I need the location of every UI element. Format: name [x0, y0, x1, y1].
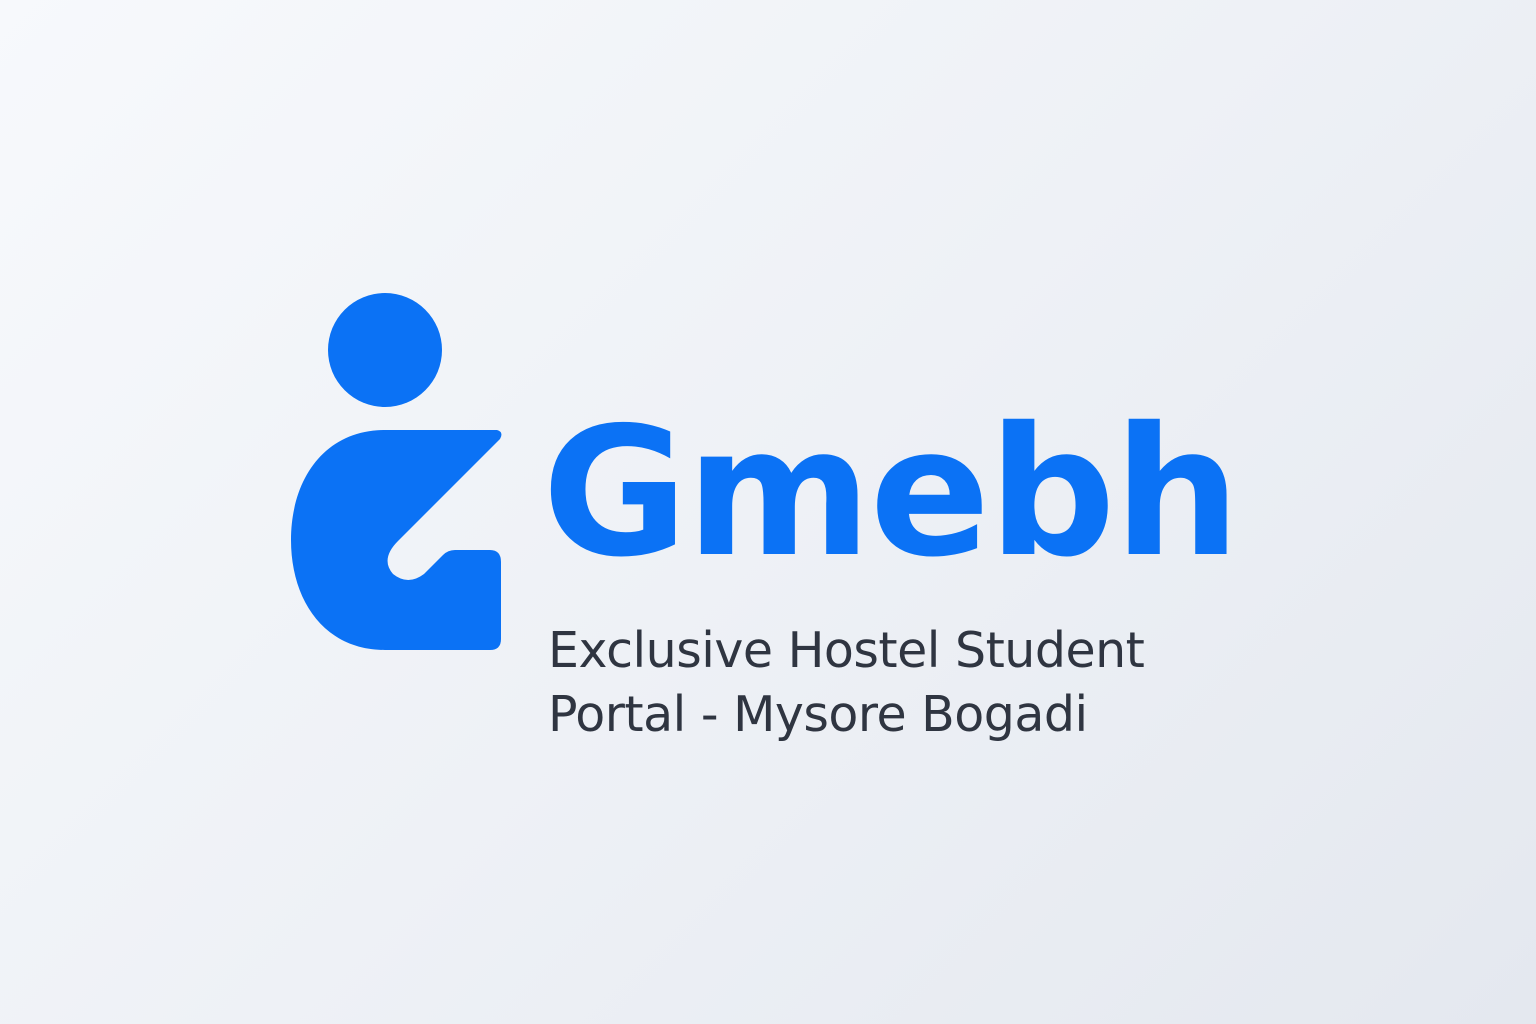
logo-lockup: Gmebh Exclusive Hostel Student Portal - … — [290, 292, 1290, 752]
person-logo-icon — [291, 293, 502, 650]
tagline: Exclusive Hostel Student Portal - Mysore… — [548, 619, 1145, 747]
logo-body — [291, 430, 502, 650]
logo-head — [328, 293, 442, 407]
brand-name: Gmebh — [542, 389, 1240, 596]
tagline-line-2: Portal - Mysore Bogadi — [548, 686, 1088, 743]
tagline-line-1: Exclusive Hostel Student — [548, 622, 1145, 679]
